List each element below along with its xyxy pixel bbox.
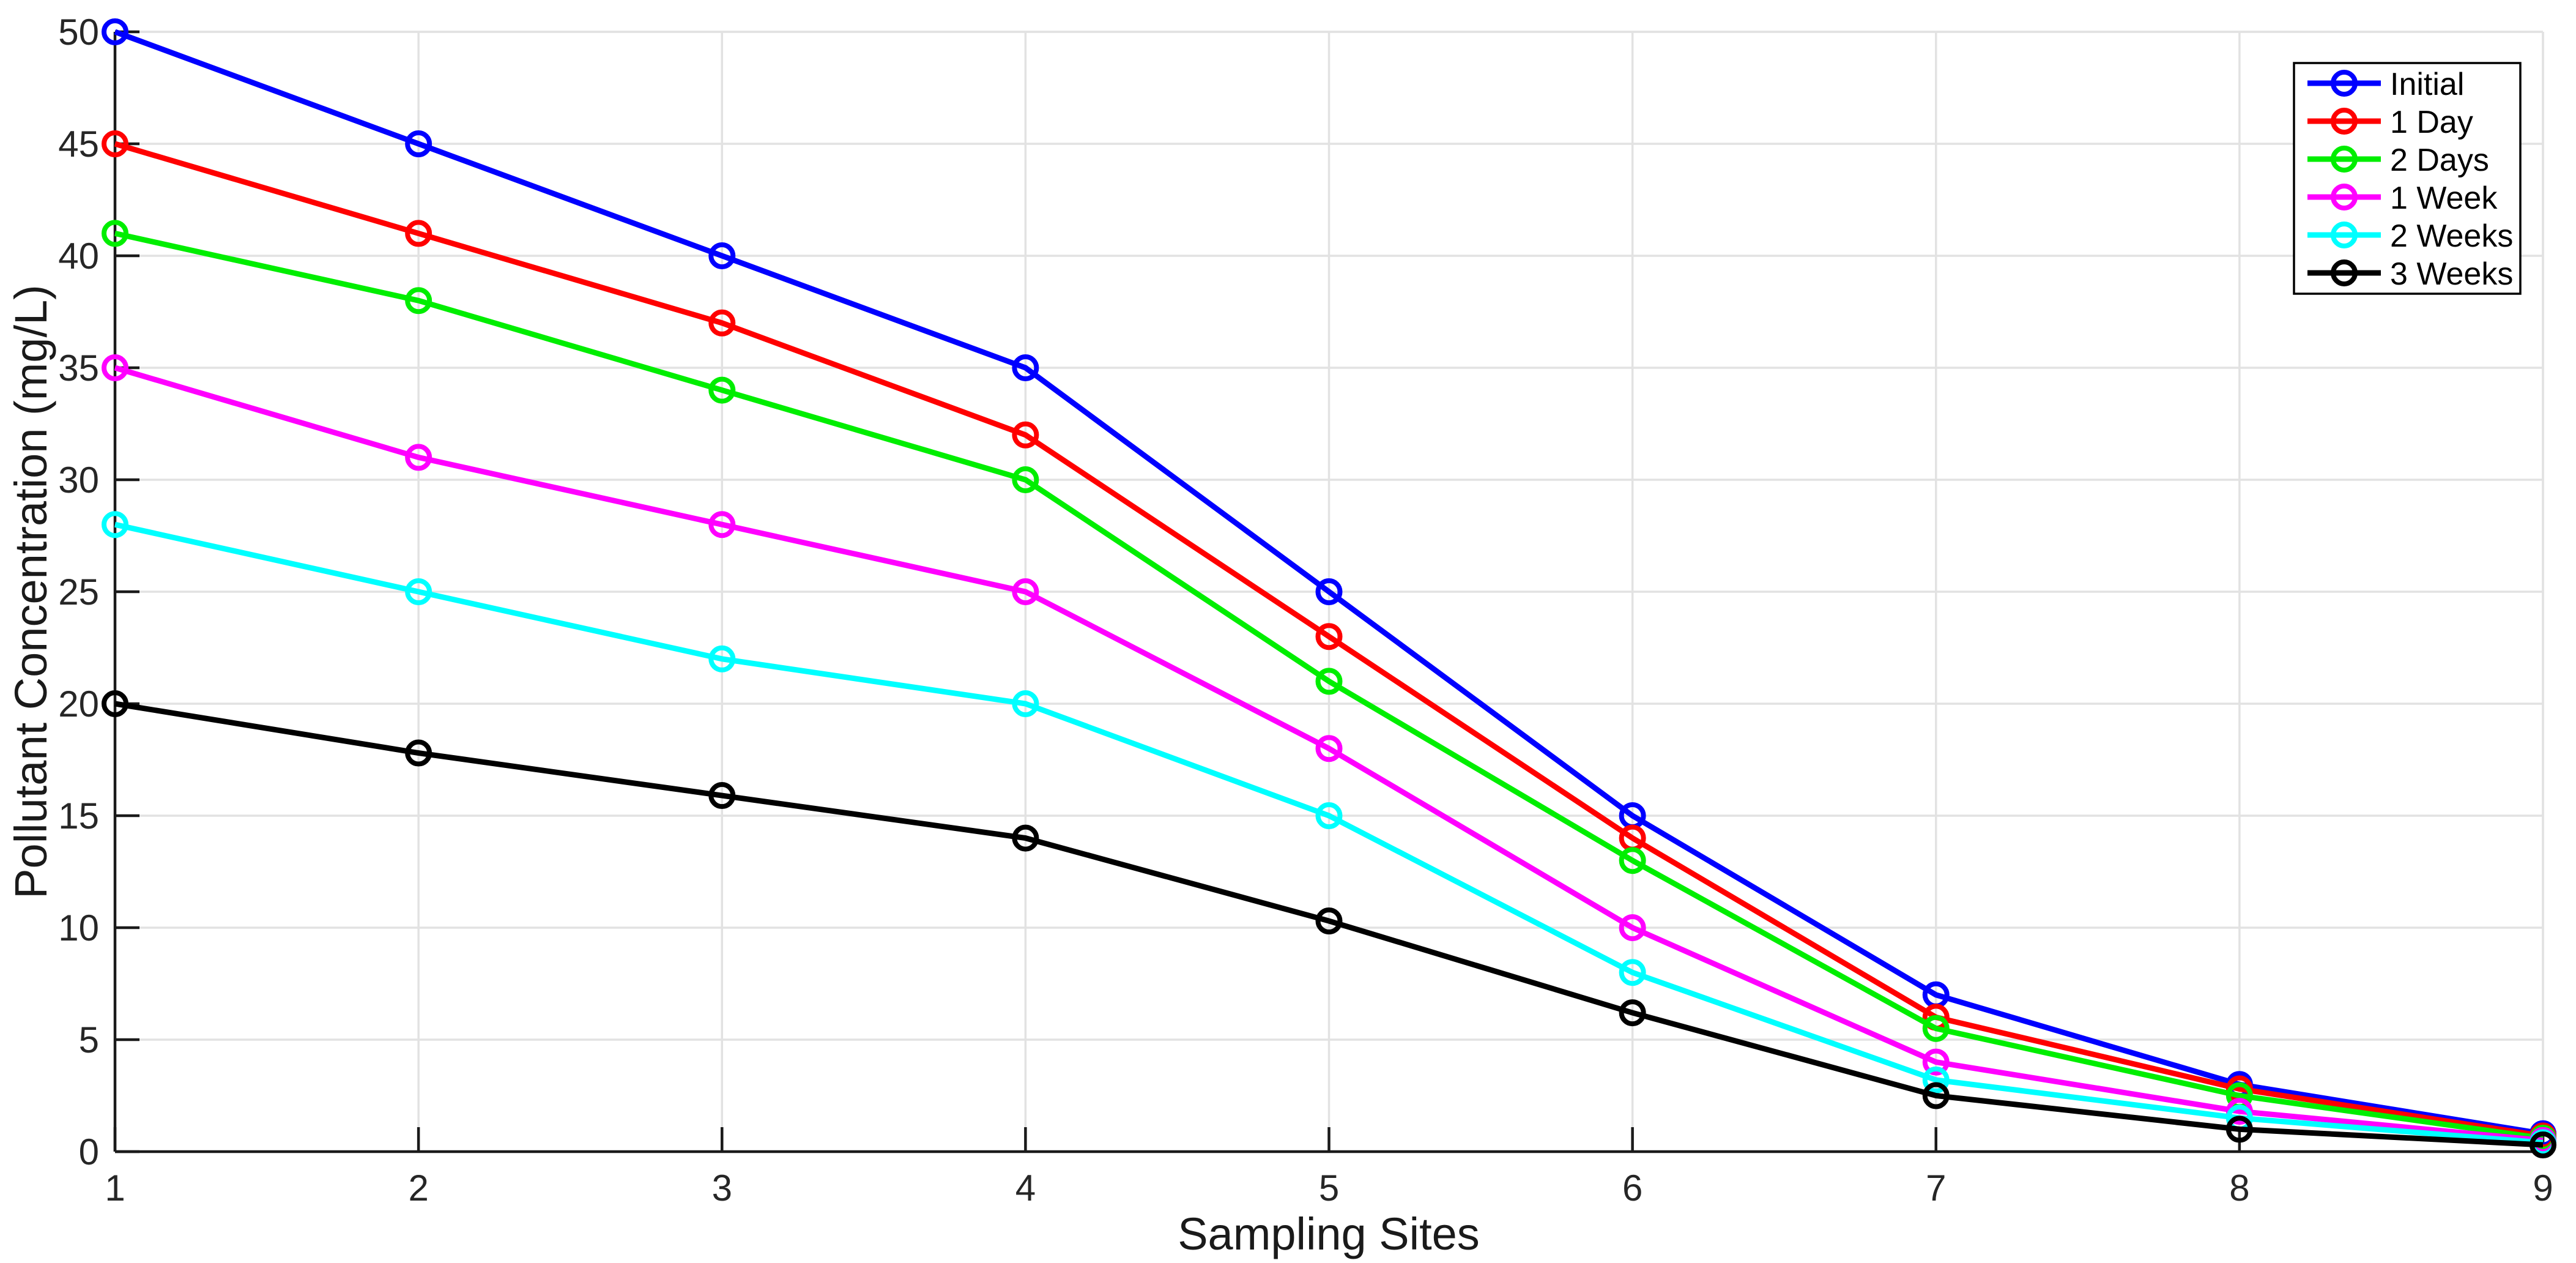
legend-entry: 3 Weeks	[2307, 256, 2513, 292]
data-point-marker	[102, 130, 128, 157]
data-point-marker	[1619, 847, 1646, 874]
legend-marker-sample	[2331, 259, 2358, 286]
x-tick-label: 9	[2533, 1168, 2553, 1209]
y-tick-label: 0	[79, 1131, 99, 1172]
legend-entry: 1 Day	[2307, 105, 2473, 140]
legend-entry-label: 1 Day	[2390, 105, 2473, 140]
legend-marker-sample	[2331, 108, 2358, 135]
data-point-marker	[708, 511, 736, 538]
data-point-marker	[708, 376, 736, 404]
y-tick-label: 25	[58, 572, 99, 613]
y-tick-label: 45	[58, 124, 99, 165]
data-point-marker	[708, 645, 736, 672]
y-axis-label: Pollutant Concentration (mg/L)	[6, 285, 56, 899]
data-point-marker	[1012, 578, 1039, 605]
data-point-marker	[2530, 1131, 2556, 1159]
x-tick-label: 4	[1015, 1168, 1036, 1209]
y-tick-label: 10	[58, 907, 99, 948]
series-line	[114, 365, 2544, 1144]
data-point-marker	[405, 739, 432, 767]
legend-marker-sample	[2331, 70, 2358, 97]
data-point-marker	[102, 511, 128, 538]
legend-marker-sample	[2331, 146, 2358, 173]
series-line	[114, 521, 2544, 1146]
x-tick-label: 2	[408, 1168, 428, 1209]
x-tick-label: 3	[712, 1168, 732, 1209]
data-point-marker	[1315, 578, 1343, 605]
series-line	[114, 141, 2544, 1139]
legend-entry-label: 1 Week	[2390, 181, 2498, 216]
x-tick-label: 1	[105, 1168, 125, 1209]
data-point-marker	[405, 444, 432, 471]
data-point-marker	[1922, 1015, 1950, 1042]
legend-entry-label: 2 Days	[2390, 143, 2489, 178]
data-point-marker	[1922, 1082, 1950, 1109]
legend-marker-sample	[2331, 222, 2358, 248]
data-point-marker	[1012, 354, 1039, 381]
data-point-marker	[708, 242, 736, 269]
x-tick-label: 5	[1319, 1168, 1339, 1209]
series-layer	[102, 18, 2556, 1159]
y-tick-label: 40	[58, 236, 99, 277]
y-tick-label: 15	[58, 795, 99, 836]
data-point-marker	[405, 578, 432, 605]
x-tick-label: 7	[1926, 1168, 1946, 1209]
data-point-marker	[708, 309, 736, 337]
data-point-marker	[1922, 1048, 1950, 1076]
data-point-marker	[1012, 690, 1039, 717]
data-point-marker	[1619, 914, 1646, 941]
legend-entry-label: 3 Weeks	[2390, 256, 2513, 292]
y-tick-label: 5	[79, 1019, 99, 1060]
legend-entry: 2 Days	[2307, 143, 2489, 178]
data-point-marker	[102, 18, 128, 45]
data-point-marker	[1012, 466, 1039, 493]
data-point-marker	[1922, 1066, 1950, 1093]
data-point-marker	[405, 287, 432, 315]
data-point-marker	[1315, 668, 1343, 695]
legend-box	[2293, 62, 2522, 295]
axes-layer	[113, 30, 2545, 1153]
series-line	[114, 701, 2544, 1148]
legend-entry: 1 Week	[2307, 181, 2498, 216]
y-tick-label: 35	[58, 348, 99, 389]
y-tick-label: 50	[58, 12, 99, 53]
series-line	[114, 231, 2544, 1141]
data-point-marker	[1012, 421, 1039, 449]
data-point-marker	[102, 690, 128, 717]
legend-marker-sample	[2331, 184, 2358, 210]
data-point-marker	[708, 782, 736, 810]
x-axis-label: Sampling Sites	[1178, 1209, 1480, 1259]
data-point-marker	[1315, 623, 1343, 650]
data-point-marker	[405, 130, 432, 157]
x-tick-label: 8	[2229, 1168, 2249, 1209]
data-point-marker	[2225, 1116, 2253, 1143]
series-line	[114, 29, 2544, 1137]
data-point-marker	[102, 220, 128, 247]
legend-entry-label: 2 Weeks	[2390, 218, 2513, 254]
data-point-marker	[1619, 999, 1646, 1027]
x-tick-label: 6	[1622, 1168, 1642, 1209]
data-point-marker	[1619, 959, 1646, 986]
data-point-marker	[405, 220, 432, 247]
legend-entry: 2 Weeks	[2307, 218, 2513, 254]
data-point-marker	[1315, 802, 1343, 829]
y-tick-label: 20	[58, 684, 99, 725]
legend-entry: Initial	[2307, 67, 2464, 102]
data-point-marker	[1315, 907, 1343, 935]
data-point-marker	[1012, 824, 1039, 852]
y-tick-label: 30	[58, 460, 99, 501]
data-point-marker	[102, 354, 128, 381]
data-point-marker	[1315, 735, 1343, 762]
legend-entry-label: Initial	[2390, 67, 2464, 102]
